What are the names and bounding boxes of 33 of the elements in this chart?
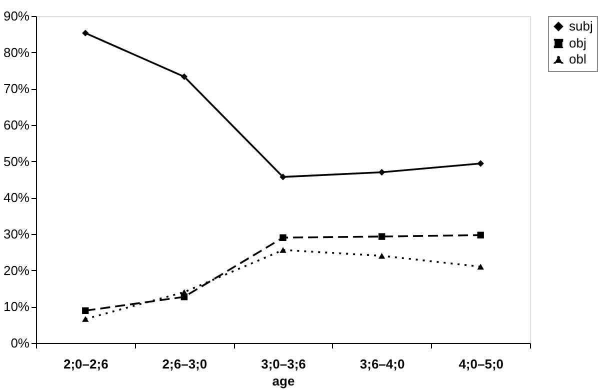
y-tick-label: 20% <box>3 262 30 278</box>
y-tick-label: 0% <box>10 336 30 350</box>
legend-label: subj <box>569 18 593 34</box>
y-tick-label: 50% <box>3 154 30 169</box>
point <box>280 247 286 253</box>
y-tick-label: 30% <box>3 226 30 242</box>
point <box>477 160 484 167</box>
point <box>280 174 286 180</box>
x-tick-label: 4;0–5;0 <box>458 356 504 372</box>
x-tick-label: 3;0–3;6 <box>261 356 306 372</box>
point <box>180 289 188 296</box>
point <box>378 233 386 240</box>
point <box>180 73 188 80</box>
y-tick-label: 70% <box>3 81 30 96</box>
legend-label: obj <box>569 36 586 50</box>
x-tick-label: 3;6–4;0 <box>360 356 405 372</box>
y-tick-label: 60% <box>3 118 30 132</box>
x-tick-label: 2;0–2;6 <box>63 356 108 372</box>
y-tick-label: 40% <box>3 190 30 206</box>
point <box>82 316 89 322</box>
y-tick-label: 90% <box>3 8 30 24</box>
x-axis-title: age <box>272 374 295 388</box>
point <box>82 307 89 314</box>
point <box>378 168 386 176</box>
point <box>280 234 286 241</box>
point <box>477 264 484 270</box>
y-tick-label: 10% <box>3 299 30 314</box>
point <box>82 30 89 36</box>
point <box>378 252 386 259</box>
x-tick-label: 2;6–3;0 <box>162 356 208 372</box>
legend-label: obl <box>569 52 586 66</box>
y-tick-label: 80% <box>3 44 30 60</box>
point <box>477 232 484 238</box>
